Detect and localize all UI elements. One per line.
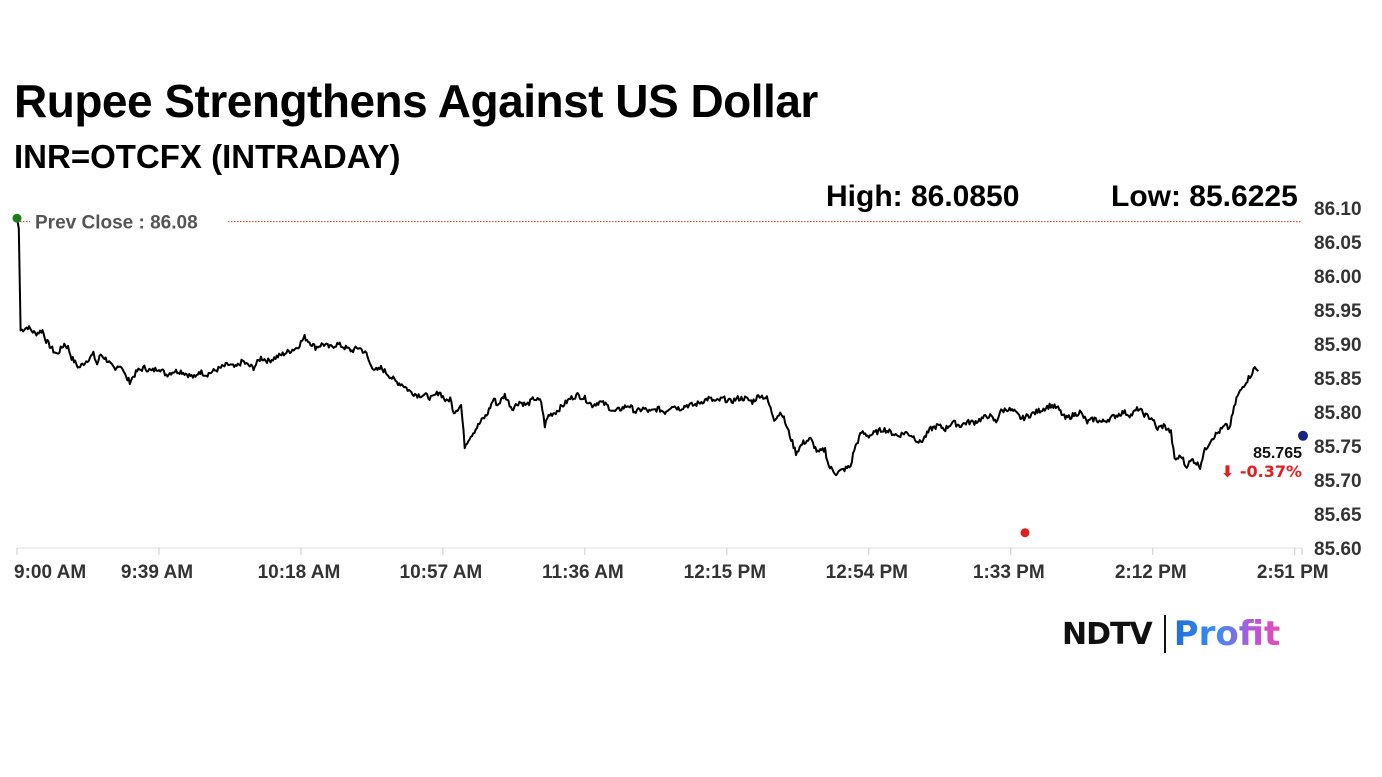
axis-layer: 9:00 AM 9:39 AM 10:18 AM 10:57 AM 11:36 AM 12… xyxy=(14,199,1362,583)
prev-close-label: Prev Close : 86.08 xyxy=(35,213,198,234)
y-tick-label: 85.80 xyxy=(1314,403,1362,424)
x-tick-label: 2:12 PM xyxy=(1115,562,1187,583)
high-label: High: 86.0850 xyxy=(826,180,1020,213)
grid-layer: Prev Close : 86.08 xyxy=(17,213,1302,234)
y-tick-label: 85.90 xyxy=(1314,335,1362,356)
start-point-marker xyxy=(12,213,22,223)
ndtv-profit-logo: NDTV Profit xyxy=(1062,612,1280,656)
x-tick-label: 12:15 PM xyxy=(684,562,766,583)
logo-ndtv: NDTV xyxy=(1062,616,1153,652)
last-value-label: 85.765 xyxy=(1253,445,1302,462)
y-tick-label: 85.85 xyxy=(1314,369,1362,390)
x-tick-label: 10:18 AM xyxy=(258,562,341,583)
chart-title: Rupee Strengthens Against US Dollar xyxy=(14,75,818,127)
y-tick-label: 86.10 xyxy=(1314,199,1362,220)
y-tick-label: 85.70 xyxy=(1314,471,1362,492)
y-tick-label: 85.65 xyxy=(1314,505,1362,526)
last-point-marker xyxy=(1298,430,1308,441)
x-tick-label: 12:54 PM xyxy=(826,562,908,583)
marker-layer: 85.765⬇ -0.37% xyxy=(12,213,1308,538)
logo-divider xyxy=(1163,615,1166,653)
y-tick-label: 86.05 xyxy=(1314,233,1362,254)
x-tick-label: 9:00 AM xyxy=(14,562,86,583)
x-tick-label: 1:33 PM xyxy=(973,562,1045,583)
chart-subtitle: INR=OTCFX (INTRADAY) xyxy=(14,138,401,175)
x-tick-label: 9:39 AM xyxy=(121,562,193,583)
x-tick-label: 10:57 AM xyxy=(400,562,483,583)
x-tick-label: 11:36 AM xyxy=(542,562,624,583)
price-series-line xyxy=(16,218,1260,477)
y-tick-label: 85.95 xyxy=(1314,301,1362,322)
logo-profit: Profit xyxy=(1173,614,1281,654)
x-tick-label: 2:51 PM xyxy=(1257,562,1329,583)
low-point-marker xyxy=(1020,528,1030,538)
line-layer xyxy=(16,218,1260,477)
y-tick-label: 85.60 xyxy=(1314,539,1362,560)
change-label: ⬇ -0.37% xyxy=(1221,462,1302,481)
y-tick-label: 86.00 xyxy=(1314,267,1362,288)
low-label: Low: 85.6225 xyxy=(1111,180,1298,213)
y-tick-label: 85.75 xyxy=(1314,437,1362,458)
